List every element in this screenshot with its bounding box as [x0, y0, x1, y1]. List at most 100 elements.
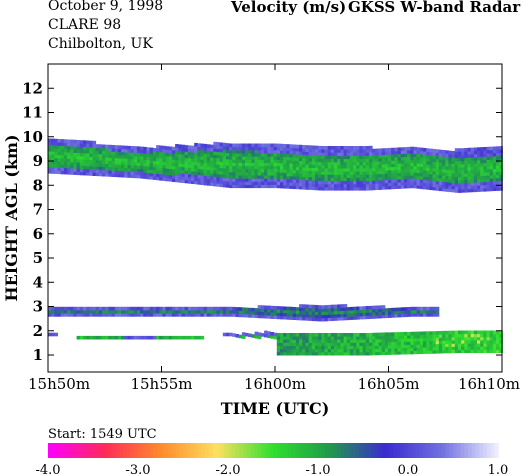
- velocity-cell: [283, 172, 287, 176]
- velocity-cell: [349, 152, 354, 156]
- velocity-cell: [63, 145, 68, 150]
- velocity-cell: [51, 306, 55, 311]
- velocity-cell: [305, 351, 309, 356]
- velocity-cell: [426, 148, 430, 152]
- velocity-cell: [178, 150, 182, 155]
- velocity-cell: [276, 184, 281, 189]
- velocity-cell: [83, 165, 87, 170]
- velocity-cell: [143, 175, 147, 179]
- velocity-cell: [438, 349, 443, 354]
- velocity-cell: [292, 144, 297, 149]
- velocity-cell: [445, 185, 449, 189]
- velocity-cell: [137, 146, 141, 150]
- velocity-cell: [79, 335, 84, 340]
- velocity-cell: [165, 335, 170, 340]
- velocity-cell: [171, 309, 176, 314]
- velocity-cell: [54, 313, 58, 317]
- velocity-cell: [356, 187, 360, 191]
- velocity-cell: [416, 306, 421, 311]
- velocity-cell: [238, 178, 243, 182]
- colorbar-swatch: [123, 443, 128, 458]
- colorbar-tick-label: -1.0: [305, 463, 330, 476]
- velocity-cell: [496, 187, 500, 191]
- velocity-cell: [295, 345, 300, 350]
- velocity-cell: [102, 313, 106, 317]
- velocity-cell: [89, 153, 93, 157]
- velocity-cell: [458, 157, 462, 162]
- velocity-cell: [213, 145, 217, 149]
- velocity-cell: [245, 178, 249, 182]
- velocity-cell: [70, 309, 74, 314]
- velocity-cell: [438, 162, 443, 166]
- velocity-cell: [191, 177, 195, 181]
- velocity-cell: [305, 148, 309, 152]
- velocity-cell: [292, 147, 297, 152]
- velocity-cell: [283, 178, 287, 183]
- velocity-cell: [302, 179, 306, 184]
- velocity-cell: [232, 168, 236, 173]
- velocity-cell: [184, 157, 189, 162]
- y-tick-label: 12: [22, 79, 43, 97]
- velocity-cell: [226, 168, 230, 172]
- velocity-cell: [140, 309, 144, 314]
- velocity-cell: [454, 148, 459, 152]
- velocity-cell: [270, 312, 275, 316]
- velocity-cell: [464, 330, 468, 335]
- velocity-cell: [48, 332, 52, 337]
- velocity-cell: [92, 169, 97, 173]
- velocity-cell: [127, 149, 132, 153]
- velocity-cell: [146, 150, 151, 154]
- velocity-cell: [499, 187, 503, 191]
- velocity-cell: [359, 158, 363, 163]
- velocity-cell: [394, 157, 398, 161]
- velocity-cell: [114, 173, 119, 178]
- velocity-cell: [117, 151, 122, 156]
- velocity-cell: [448, 185, 452, 189]
- velocity-cell: [267, 143, 271, 148]
- velocity-cell: [442, 178, 446, 182]
- velocity-cell: [299, 176, 303, 180]
- velocity-cell: [419, 337, 424, 342]
- velocity-cell: [442, 340, 446, 344]
- velocity-cell: [270, 162, 275, 167]
- velocity-cell: [181, 154, 186, 158]
- velocity-cell: [483, 346, 487, 350]
- velocity-cell: [486, 343, 491, 347]
- velocity-cell: [200, 309, 205, 314]
- velocity-cell: [168, 313, 173, 317]
- velocity-cell: [105, 309, 109, 314]
- velocity-cell: [391, 169, 395, 174]
- velocity-cell: [245, 171, 249, 176]
- velocity-cell: [114, 306, 119, 311]
- velocity-cell: [165, 306, 170, 311]
- velocity-cell: [286, 342, 290, 346]
- velocity-cell: [442, 330, 446, 335]
- velocity-cell: [130, 146, 135, 150]
- velocity-cell: [353, 161, 357, 166]
- velocity-cell: [264, 165, 268, 170]
- velocity-cell: [378, 335, 383, 340]
- velocity-cell: [48, 141, 52, 146]
- velocity-cell: [369, 177, 373, 181]
- velocity-cell: [458, 330, 462, 335]
- velocity-cell: [337, 174, 341, 178]
- velocity-cell: [67, 145, 71, 150]
- velocity-cell: [308, 180, 313, 184]
- velocity-cell: [311, 333, 316, 337]
- velocity-cell: [499, 165, 503, 169]
- velocity-cell: [372, 161, 376, 165]
- velocity-cell: [257, 153, 262, 157]
- velocity-cell: [318, 342, 322, 346]
- velocity-cell: [349, 348, 354, 353]
- velocity-cell: [435, 334, 440, 338]
- velocity-cell: [254, 143, 259, 148]
- velocity-cell: [245, 162, 249, 167]
- velocity-cell: [423, 182, 427, 187]
- velocity-cell: [73, 158, 77, 163]
- velocity-cell: [483, 181, 487, 186]
- velocity-cell: [232, 175, 236, 179]
- velocity-cell: [98, 156, 103, 161]
- velocity-cell: [384, 151, 389, 155]
- velocity-cell: [213, 176, 217, 181]
- velocity-cell: [248, 159, 252, 163]
